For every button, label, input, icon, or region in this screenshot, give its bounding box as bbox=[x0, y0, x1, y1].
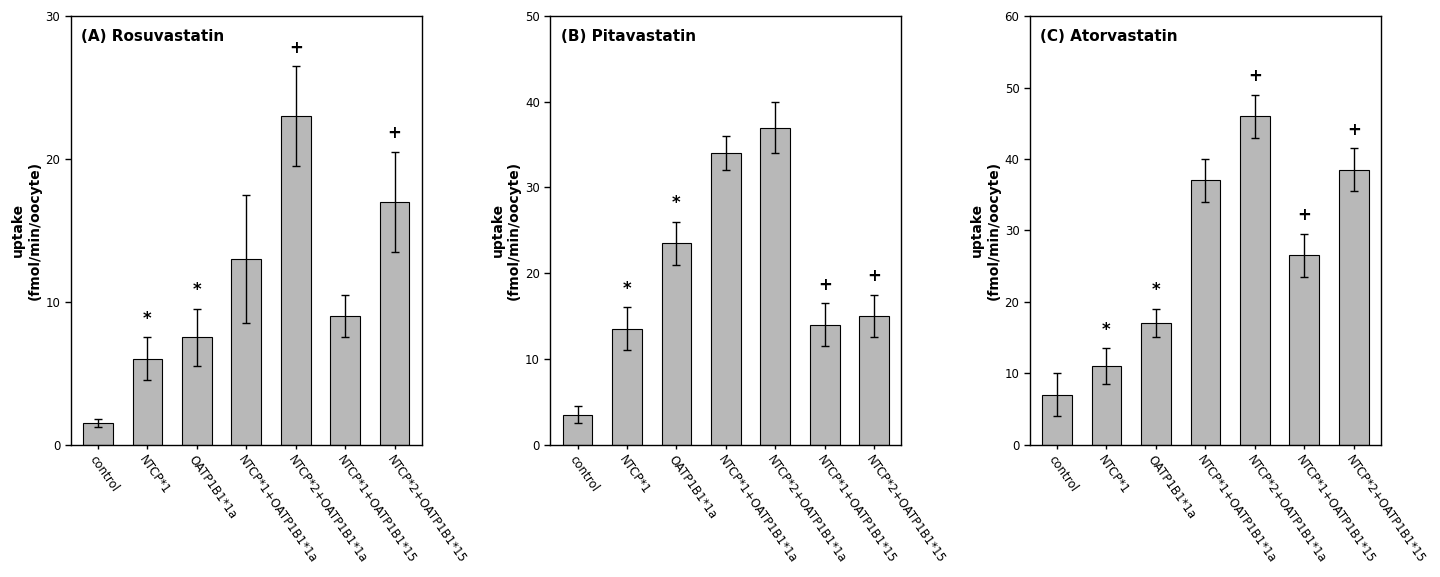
Bar bbox=[1191, 181, 1220, 444]
Bar bbox=[711, 153, 740, 444]
Bar bbox=[612, 329, 642, 444]
Bar bbox=[563, 414, 592, 444]
Y-axis label: uptake
(fmol/min/oocyte): uptake (fmol/min/oocyte) bbox=[971, 161, 1001, 300]
Text: +: + bbox=[867, 267, 881, 285]
Text: *: * bbox=[672, 194, 681, 212]
Bar bbox=[809, 325, 840, 444]
Text: +: + bbox=[1248, 68, 1261, 85]
Bar bbox=[84, 423, 112, 444]
Text: +: + bbox=[1346, 121, 1361, 139]
Text: *: * bbox=[143, 310, 151, 328]
Text: +: + bbox=[387, 125, 402, 143]
Bar bbox=[232, 259, 261, 444]
Bar bbox=[281, 116, 311, 444]
Bar bbox=[661, 243, 691, 444]
Y-axis label: uptake
(fmol/min/oocyte): uptake (fmol/min/oocyte) bbox=[491, 161, 521, 300]
Bar bbox=[181, 338, 212, 444]
Text: (C) Atorvastatin: (C) Atorvastatin bbox=[1040, 29, 1178, 44]
Bar bbox=[760, 128, 791, 444]
Bar bbox=[1140, 323, 1171, 444]
Text: (A) Rosuvastatin: (A) Rosuvastatin bbox=[81, 29, 225, 44]
Text: *: * bbox=[193, 282, 202, 299]
Text: +: + bbox=[818, 276, 832, 294]
Text: *: * bbox=[1152, 282, 1161, 299]
Text: +: + bbox=[289, 39, 302, 57]
Bar bbox=[330, 316, 360, 444]
Text: *: * bbox=[1102, 321, 1110, 339]
Bar bbox=[1092, 366, 1122, 444]
Bar bbox=[860, 316, 888, 444]
Bar bbox=[1339, 170, 1368, 444]
Y-axis label: uptake
(fmol/min/oocyte): uptake (fmol/min/oocyte) bbox=[12, 161, 42, 300]
Text: +: + bbox=[1297, 207, 1312, 224]
Bar bbox=[1289, 256, 1319, 444]
Bar bbox=[132, 359, 163, 444]
Bar bbox=[380, 202, 409, 444]
Bar bbox=[1240, 116, 1270, 444]
Text: (B) Pitavastatin: (B) Pitavastatin bbox=[560, 29, 696, 44]
Text: *: * bbox=[622, 280, 631, 298]
Bar bbox=[1043, 395, 1071, 444]
